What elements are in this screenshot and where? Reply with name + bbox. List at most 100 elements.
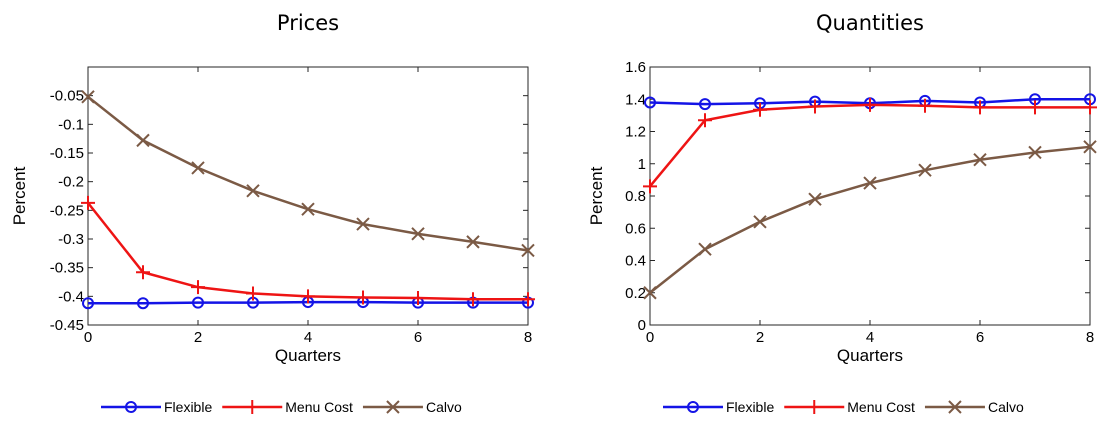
data-point <box>246 286 260 301</box>
data-point <box>81 195 95 210</box>
series-menu-cost <box>81 195 535 307</box>
data-point <box>808 192 822 206</box>
y-tick-label: 1.4 <box>625 91 646 108</box>
series-calvo <box>81 90 535 258</box>
y-tick-label: -0.3 <box>58 231 84 248</box>
legend-item: Flexible <box>101 399 212 415</box>
data-point <box>192 296 204 309</box>
x-axis-label: Quarters <box>275 346 341 365</box>
data-point <box>301 202 315 216</box>
x-tick-label: 0 <box>646 329 654 346</box>
y-tick-label: -0.4 <box>58 288 84 305</box>
data-point <box>1028 145 1042 160</box>
data-point <box>808 99 822 114</box>
data-point <box>753 102 767 117</box>
data-point <box>1083 100 1097 115</box>
legend-label: Calvo <box>426 399 462 415</box>
series-line <box>649 103 1090 188</box>
y-tick-label: -0.35 <box>50 260 84 277</box>
x-tick-label: 6 <box>414 329 422 346</box>
y-tick-label: 0.8 <box>625 188 646 205</box>
data-point <box>136 265 150 280</box>
y-axis-label: Percent <box>587 166 606 225</box>
legend-marker <box>125 401 137 413</box>
y-tick-label: -0.1 <box>58 116 84 133</box>
data-point <box>356 290 370 305</box>
plot-area-frame <box>87 66 529 326</box>
data-point <box>753 215 767 229</box>
data-point <box>466 235 480 249</box>
data-point <box>698 113 712 128</box>
y-tick-label: 0 <box>638 317 646 334</box>
data-point <box>81 90 95 104</box>
legend-label: Flexible <box>726 399 774 415</box>
data-point <box>137 297 149 310</box>
y-tick-label: -0.05 <box>50 88 84 105</box>
data-point <box>301 289 315 304</box>
y-tick-label: -0.15 <box>50 145 84 162</box>
x-tick-label: 8 <box>1086 329 1094 346</box>
series-line <box>649 145 1091 294</box>
panel-2: Quantities 0 2 4 6 8 0 0.2 0.4 0.6 0.8 1 1.2 1.4 1.6 Qu… <box>587 11 1097 415</box>
data-point <box>863 176 877 190</box>
legend-marker <box>807 400 822 414</box>
series-menu-cost <box>643 97 1097 194</box>
data-point <box>411 227 425 241</box>
legend-item: Flexible <box>663 399 774 415</box>
legend: Flexible Menu Cost Calvo <box>663 399 1024 415</box>
y-tick-label: -0.25 <box>50 202 84 219</box>
data-point <box>411 291 425 306</box>
data-point <box>643 286 657 300</box>
y-tick-label: 0.2 <box>625 285 646 302</box>
series-line <box>87 95 529 252</box>
data-point <box>973 153 987 167</box>
data-point <box>918 98 932 113</box>
legend-item: Menu Cost <box>784 399 915 415</box>
legend-marker <box>245 400 260 414</box>
data-point <box>863 97 877 112</box>
legend-item: Calvo <box>362 399 462 415</box>
data-point <box>136 133 150 148</box>
data-point <box>191 280 205 295</box>
y-axis-label: Percent <box>10 166 29 225</box>
legend-label: Flexible <box>164 399 212 415</box>
data-point <box>356 217 370 231</box>
legend: Flexible Menu Cost Calvo <box>101 399 462 415</box>
data-point <box>1028 100 1042 115</box>
y-tick-label: 0.6 <box>625 220 646 237</box>
data-point <box>918 163 932 177</box>
x-tick-label: 4 <box>304 329 312 346</box>
x-axis-label: Quarters <box>837 346 903 365</box>
x-tick-label: 2 <box>756 329 764 346</box>
x-tick-label: 2 <box>194 329 202 346</box>
panel-1: Prices 0 2 4 6 8 -0.45 -0.4 -0.35 -0.3 -0.25 -0.2 -0… <box>10 11 535 415</box>
data-point <box>191 161 205 175</box>
y-tick-label: 1.2 <box>625 124 646 141</box>
chart-title: Quantities <box>816 11 924 35</box>
chart-title: Prices <box>277 11 339 35</box>
data-point <box>643 179 657 194</box>
data-point <box>521 243 535 258</box>
legend-marker <box>687 401 699 413</box>
x-tick-label: 0 <box>84 329 92 346</box>
data-point <box>466 292 480 307</box>
data-point <box>246 184 260 198</box>
legend-label: Menu Cost <box>847 399 915 415</box>
y-tick-label: -0.2 <box>58 174 84 191</box>
legend-item: Calvo <box>924 399 1024 415</box>
y-tick-label: 0.4 <box>625 253 646 270</box>
data-point <box>644 96 656 109</box>
legend-item: Menu Cost <box>222 399 353 415</box>
legend-label: Calvo <box>988 399 1024 415</box>
data-point <box>1083 140 1097 154</box>
x-tick-label: 4 <box>866 329 874 346</box>
data-point <box>521 292 535 307</box>
legend-label: Menu Cost <box>285 399 353 415</box>
legend-marker <box>386 400 400 414</box>
x-tick-label: 8 <box>524 329 532 346</box>
x-tick-label: 6 <box>976 329 984 346</box>
y-tick-label: 1.6 <box>625 59 646 76</box>
series-calvo <box>643 140 1097 300</box>
